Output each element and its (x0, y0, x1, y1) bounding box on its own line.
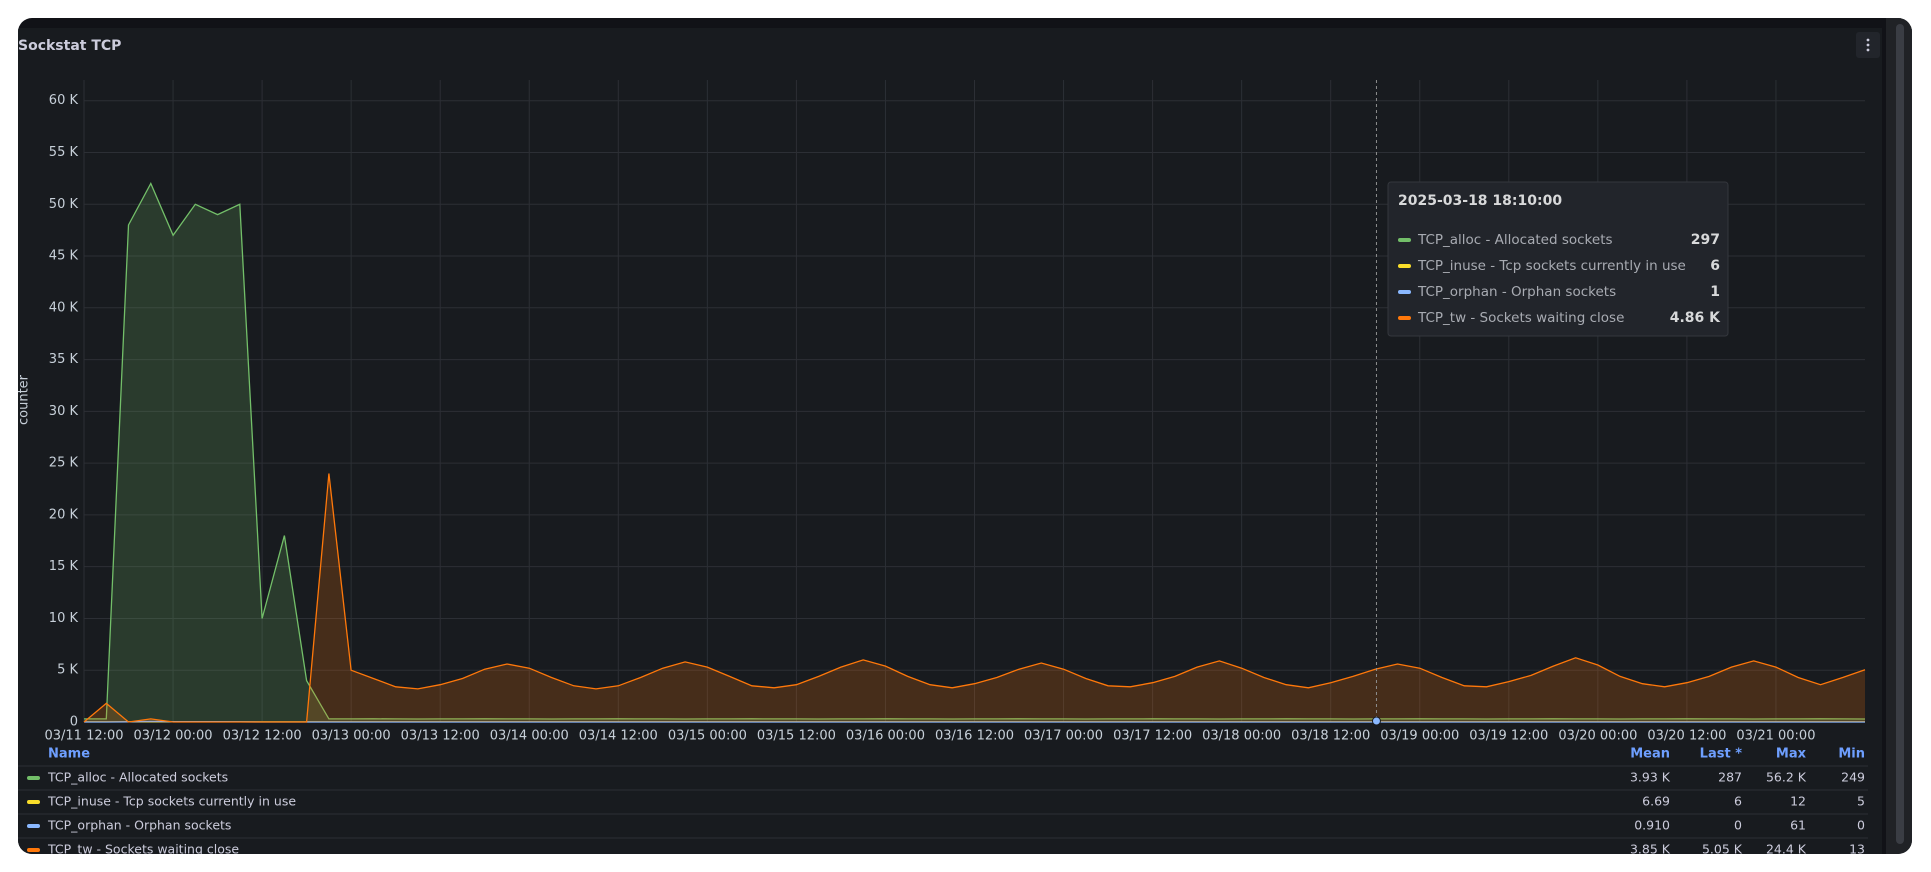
series-line (83, 473, 1866, 723)
menu-dot (1866, 43, 1870, 47)
panel-title: Sockstat TCP (18, 38, 121, 54)
tooltip-swatch (1398, 264, 1411, 268)
x-tick-label: 03/17 12:00 (1113, 729, 1192, 744)
x-tick-label: 03/20 12:00 (1647, 729, 1726, 744)
legend-swatch (27, 824, 40, 828)
legend-stat: 0 (1857, 818, 1865, 833)
y-tick-label: 35 K (49, 352, 79, 367)
series-area (84, 183, 1865, 722)
y-tick-label: 25 K (49, 456, 79, 471)
legend-series-name: TCP_alloc - Allocated sockets (47, 770, 228, 785)
y-tick-label: 55 K (49, 145, 79, 160)
legend-stat: 24.4 K (1766, 842, 1807, 857)
y-axis-label: counter (17, 374, 32, 425)
legend-stat: 249 (1841, 770, 1865, 785)
tooltip-swatch (1398, 290, 1411, 294)
x-tick-label: 03/21 00:00 (1736, 729, 1815, 744)
y-tick-label: 10 K (49, 611, 79, 626)
tooltip-series-name: TCP_tw - Sockets waiting close (1417, 310, 1624, 326)
legend-stat: 5 (1857, 794, 1865, 809)
legend-stat: 3.85 K (1630, 842, 1671, 857)
x-tick-label: 03/18 00:00 (1202, 729, 1281, 744)
legend-stat: 0.910 (1634, 818, 1670, 833)
tooltip (1387, 181, 1729, 337)
x-tick-label: 03/11 12:00 (44, 729, 123, 744)
legend-header: Max (1776, 747, 1807, 762)
tooltip-value: 6 (1710, 258, 1720, 274)
y-tick-label: 60 K (49, 93, 79, 108)
x-tick-label: 03/14 12:00 (579, 729, 658, 744)
y-tick-label: 15 K (49, 559, 79, 574)
x-tick-label: 03/12 00:00 (134, 729, 213, 744)
tooltip-swatch (1398, 238, 1411, 242)
x-tick-label: 03/17 00:00 (1024, 729, 1103, 744)
tooltip-title: 2025-03-18 18:10:00 (1398, 193, 1562, 209)
x-tick-label: 03/20 00:00 (1558, 729, 1637, 744)
legend-header: Name (48, 747, 90, 762)
menu-dot (1866, 48, 1870, 52)
x-tick-label: 03/12 12:00 (223, 729, 302, 744)
x-tick-label: 03/13 00:00 (312, 729, 391, 744)
x-tick-label: 03/16 00:00 (846, 729, 925, 744)
x-tick-label: 03/13 12:00 (401, 729, 480, 744)
legend-stat: 0 (1734, 818, 1742, 833)
x-tick-label: 03/15 12:00 (757, 729, 836, 744)
tooltip-series-name: TCP_inuse - Tcp sockets currently in use (1417, 258, 1686, 274)
legend-swatch (27, 776, 40, 780)
tooltip-series-name: TCP_orphan - Orphan sockets (1417, 284, 1616, 300)
y-tick-label: 45 K (49, 249, 79, 264)
legend-swatch (27, 800, 40, 804)
legend-header: Min (1838, 747, 1865, 762)
y-tick-label: 30 K (49, 404, 79, 419)
legend-stat: 61 (1790, 818, 1806, 833)
y-tick-label: 0 (70, 715, 78, 730)
x-tick-label: 03/15 00:00 (668, 729, 747, 744)
x-tick-label: 03/14 00:00 (490, 729, 569, 744)
x-tick-label: 03/16 12:00 (935, 729, 1014, 744)
hover-point (1371, 716, 1381, 726)
y-tick-label: 50 K (49, 197, 79, 212)
tooltip-value: 1 (1710, 284, 1720, 300)
tooltip-series-name: TCP_alloc - Allocated sockets (1417, 232, 1613, 248)
legend-header: Mean (1630, 747, 1670, 762)
legend-stat: 5.05 K (1702, 842, 1743, 857)
tooltip-value: 297 (1691, 232, 1720, 248)
series-line (84, 182, 1866, 720)
menu-dot (1866, 38, 1870, 42)
tooltip-value: 4.86 K (1670, 310, 1721, 326)
y-tick-label: 40 K (49, 300, 79, 315)
series-area (84, 473, 1865, 722)
x-tick-label: 03/19 12:00 (1469, 729, 1548, 744)
legend-header: Last * (1700, 747, 1743, 762)
legend-stat: 287 (1718, 770, 1742, 785)
x-tick-label: 03/19 00:00 (1380, 729, 1459, 744)
legend-series-name: TCP_inuse - Tcp sockets currently in use (47, 794, 296, 809)
legend-stat: 3.93 K (1630, 770, 1671, 785)
legend-stat: 56.2 K (1766, 770, 1807, 785)
y-tick-label: 5 K (57, 663, 78, 678)
y-tick-label: 20 K (49, 507, 79, 522)
x-tick-label: 03/18 12:00 (1291, 729, 1370, 744)
legend-stat: 13 (1849, 842, 1865, 857)
series-line (84, 720, 1865, 723)
legend-stat: 6 (1734, 794, 1742, 809)
legend-stat: 6.69 (1642, 794, 1670, 809)
tooltip-swatch (1398, 316, 1411, 320)
legend-series-name: TCP_orphan - Orphan sockets (47, 818, 231, 833)
legend-stat: 12 (1790, 794, 1806, 809)
legend-swatch (27, 848, 40, 852)
scrollbar-thumb[interactable] (1896, 24, 1904, 844)
legend-series-name: TCP_tw - Sockets waiting close (47, 842, 239, 857)
panel (18, 28, 1882, 854)
